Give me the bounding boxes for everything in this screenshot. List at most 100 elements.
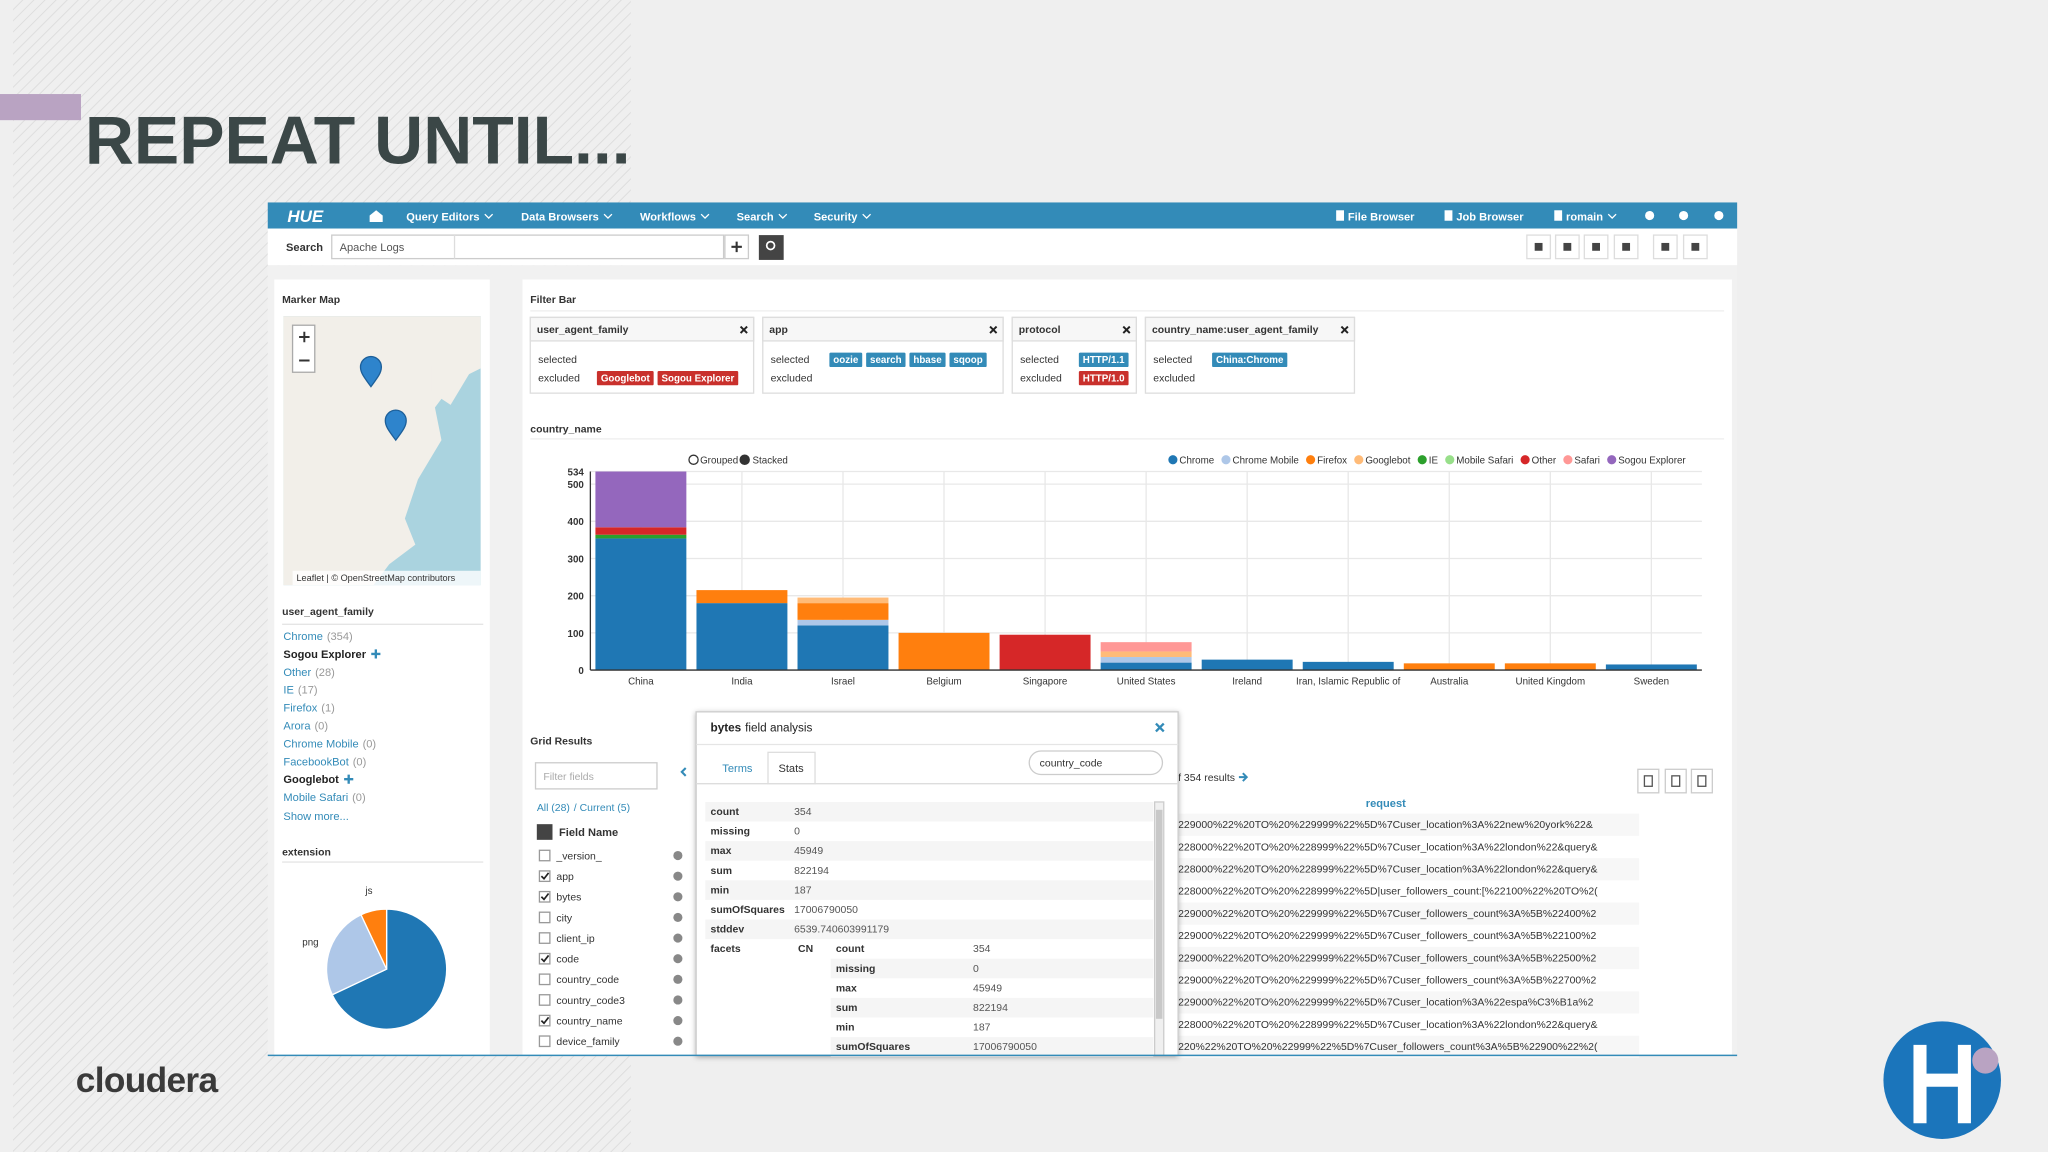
filter-tag[interactable] <box>596 370 654 386</box>
pie-slice[interactable] <box>331 908 448 1030</box>
field-checkbox[interactable] <box>538 973 551 986</box>
bar-segment[interactable] <box>1100 662 1192 671</box>
legend-swatch[interactable] <box>1520 455 1530 465</box>
facet-item[interactable]: Sogou Explorer <box>283 649 366 661</box>
help-icon[interactable] <box>673 871 683 881</box>
field-checkbox[interactable] <box>538 932 551 944</box>
bar-segment[interactable] <box>1605 664 1697 671</box>
bar-segment[interactable] <box>1100 657 1192 663</box>
filter-tag[interactable] <box>1078 370 1129 386</box>
header-checkbox[interactable] <box>536 824 553 840</box>
map-marker[interactable] <box>359 355 383 388</box>
legend-swatch[interactable] <box>1607 455 1617 465</box>
facet-item[interactable]: Arora <box>283 720 311 732</box>
home-icon[interactable] <box>369 210 383 223</box>
nav-menu[interactable]: Security <box>814 212 859 224</box>
bar-segment[interactable] <box>595 527 687 535</box>
legend-swatch[interactable] <box>1563 455 1573 465</box>
close-icon[interactable] <box>739 325 748 334</box>
help-icon[interactable] <box>673 954 683 964</box>
bar-segment[interactable] <box>595 534 687 539</box>
nav-menu[interactable]: Search <box>737 212 774 224</box>
legend-swatch[interactable] <box>1445 455 1455 465</box>
field-checkbox[interactable] <box>538 849 551 862</box>
facet-item[interactable]: FacebookBot <box>283 756 348 768</box>
field-checkbox[interactable] <box>538 1035 551 1048</box>
nav-icon[interactable] <box>1645 210 1655 221</box>
nav-icon[interactable] <box>1714 210 1724 221</box>
nav-link[interactable]: Job Browser <box>1456 212 1524 224</box>
nav-link[interactable]: File Browser <box>1348 212 1415 224</box>
filter-tag[interactable] <box>909 352 946 368</box>
bar-segment[interactable] <box>1100 642 1192 652</box>
help-icon[interactable] <box>673 912 683 922</box>
facet-item[interactable]: Other <box>283 667 311 679</box>
search-button[interactable] <box>758 235 784 260</box>
help-icon[interactable] <box>673 892 683 902</box>
field-checkbox[interactable] <box>538 870 551 883</box>
bar-segment[interactable] <box>999 634 1091 671</box>
pie-slice[interactable] <box>325 913 388 996</box>
facet-item[interactable]: IE <box>283 685 293 697</box>
bar-segment[interactable] <box>797 625 889 671</box>
help-icon[interactable] <box>673 1016 683 1026</box>
nav-menu[interactable]: Workflows <box>640 212 696 224</box>
column-header[interactable]: request <box>1366 798 1406 810</box>
facet-item[interactable]: Chrome Mobile <box>283 738 358 750</box>
bar-segment[interactable] <box>797 619 889 626</box>
field-checkbox[interactable] <box>538 1014 551 1027</box>
legend-swatch[interactable] <box>1306 455 1316 465</box>
help-icon[interactable] <box>673 933 683 943</box>
search-input[interactable] <box>331 234 725 260</box>
next-arrow[interactable] <box>1238 772 1249 782</box>
legend-swatch[interactable] <box>1168 455 1178 465</box>
facet-item[interactable]: Mobile Safari <box>283 792 348 804</box>
show-more[interactable]: Show more... <box>283 811 348 823</box>
bar-segment[interactable] <box>595 471 687 528</box>
field-count-current[interactable]: / Current (5) <box>574 803 630 814</box>
close-icon[interactable] <box>1155 722 1165 733</box>
collapse-arrow[interactable] <box>680 767 687 777</box>
facet-item[interactable]: Firefox <box>283 703 317 715</box>
bar-segment[interactable] <box>696 603 788 671</box>
bar-segment[interactable] <box>898 632 990 671</box>
tab-active[interactable]: Stats <box>778 763 804 775</box>
legend-swatch[interactable] <box>1354 455 1364 465</box>
facet-item[interactable]: Chrome <box>283 631 322 643</box>
nav-menu[interactable]: Query Editors <box>406 212 479 224</box>
bar-segment[interactable] <box>1302 661 1394 671</box>
filter-tag[interactable] <box>1212 352 1288 368</box>
bar-segment[interactable] <box>797 603 889 620</box>
help-icon[interactable] <box>673 995 683 1005</box>
close-icon[interactable] <box>1122 325 1131 334</box>
bar-segment[interactable] <box>1504 663 1596 671</box>
filter-input[interactable] <box>534 762 658 790</box>
bar-segment[interactable] <box>1100 651 1192 658</box>
plus-icon[interactable] <box>344 774 354 784</box>
bar-segment[interactable] <box>595 538 687 671</box>
plus-icon[interactable] <box>371 649 381 659</box>
filter-tag[interactable] <box>949 352 987 368</box>
nav-icon[interactable] <box>1679 210 1689 221</box>
filter-tag[interactable] <box>657 370 739 386</box>
active-tab[interactable] <box>767 751 816 785</box>
field-checkbox[interactable] <box>538 952 551 965</box>
mode-toggle[interactable] <box>739 454 750 465</box>
help-icon[interactable] <box>673 1036 683 1046</box>
legend-swatch[interactable] <box>1417 455 1427 465</box>
bar-segment[interactable] <box>696 590 788 604</box>
app-logo[interactable]: HUE <box>287 207 324 226</box>
nav-menu[interactable]: Data Browsers <box>521 212 599 224</box>
help-icon[interactable] <box>673 974 683 984</box>
field-count-all[interactable]: All (28) <box>537 803 570 814</box>
close-icon[interactable] <box>989 325 998 334</box>
field-checkbox[interactable] <box>538 911 551 924</box>
legend-swatch[interactable] <box>1221 455 1231 465</box>
nav-link[interactable]: romain <box>1566 212 1603 224</box>
mode-toggle[interactable] <box>688 454 699 465</box>
tab[interactable]: Terms <box>722 763 753 775</box>
bar-segment[interactable] <box>797 597 889 604</box>
facet-input[interactable] <box>1028 750 1164 776</box>
map-marker[interactable] <box>384 409 407 442</box>
field-checkbox[interactable] <box>538 994 551 1006</box>
